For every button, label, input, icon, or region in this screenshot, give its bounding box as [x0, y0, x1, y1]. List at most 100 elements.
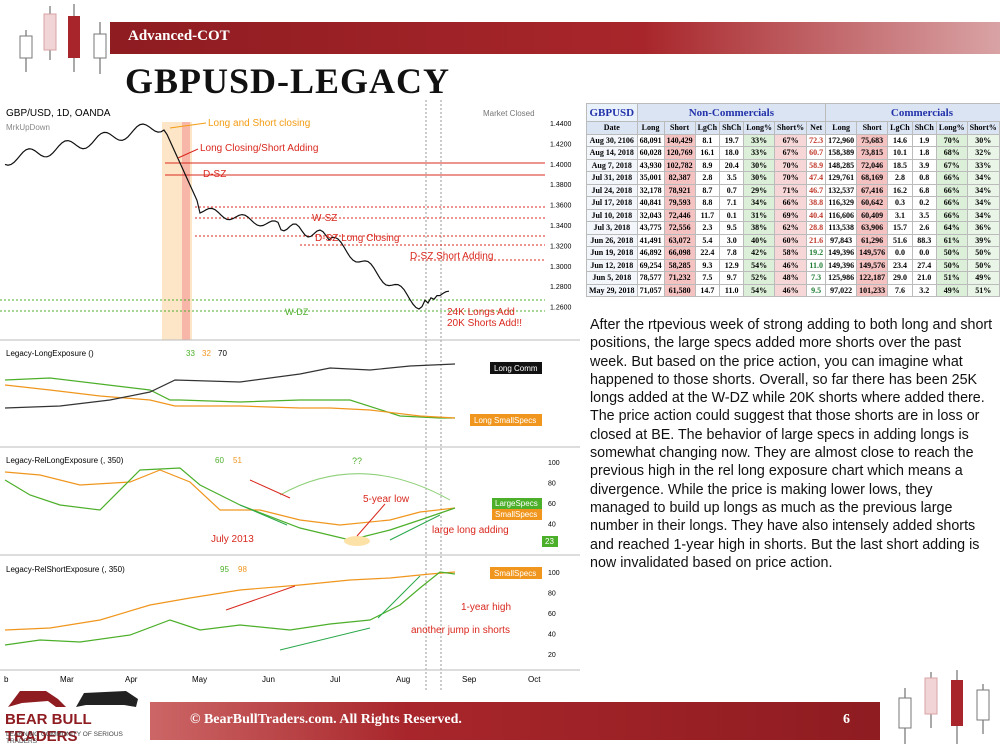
col-header: Long% [935, 121, 968, 135]
table-row: Jun 19, 2018 46,892 66,098 22.4 7.8 42% 58% 19.… [586, 246, 1000, 260]
copyright: © BearBullTraders.com. All Rights Reserv… [190, 712, 462, 727]
ann-long-short-closing: Long and Short closing [208, 118, 310, 129]
panel-tick: 100 [548, 460, 560, 467]
svg-text:23: 23 [545, 537, 554, 546]
ann-large-long-adding: large long adding [432, 525, 509, 536]
section-label: Advanced-COT [128, 28, 230, 44]
panel-tick: 60 [548, 501, 556, 508]
label-smallspecs: SmallSpecs [495, 510, 537, 519]
page-title: GBPUSD-LEGACY [125, 61, 451, 101]
panel-tick: 80 [548, 481, 556, 488]
price-tick: 1.4000 [550, 162, 572, 169]
label-long-comm: Long Comm [494, 364, 538, 373]
col-header: Short [856, 121, 889, 135]
col-header: Net [806, 121, 827, 135]
page-number: 6 [843, 712, 850, 727]
ann-long-closing-short-adding: Long Closing/Short Adding [200, 143, 318, 154]
month-tick: May [192, 675, 207, 684]
col-header: Short% [966, 121, 1000, 135]
ann-shorts-add: 20K Shorts Add!! [447, 318, 522, 329]
ann-dsz: D-SZ [203, 169, 226, 180]
price-tick: 1.3600 [550, 203, 572, 210]
section-header-bar: Advanced-COT [110, 22, 1000, 54]
ann-july-2013: July 2013 [211, 534, 254, 545]
svg-text:70: 70 [218, 349, 227, 358]
ann-1-year-high: 1-year high [461, 602, 511, 613]
label-smallspecs-short: SmallSpecs [494, 569, 536, 578]
table-row: Jun 26, 2018 41,491 63,072 5.4 3.0 40% 60% 21.6… [586, 233, 1000, 247]
month-tick: Sep [462, 675, 477, 684]
svg-text:51: 51 [233, 456, 242, 465]
col-header: ShCh [911, 121, 937, 135]
ann-dsz-short-adding: D-SZ Short Adding [410, 251, 493, 262]
ann-longs-add: 24K Longs Add [447, 307, 515, 318]
panel-tick: 100 [548, 570, 560, 577]
table-row: Jun 5, 2018 78,577 71,232 7.5 9.7 52% 48% 7.3 12… [586, 271, 1000, 285]
price-tick: 1.4200 [550, 141, 572, 148]
month-tick: Jun [262, 675, 275, 684]
panel2-title: Legacy-RelLongExposure (, 350) [6, 456, 124, 465]
price-tick: 1.3200 [550, 243, 572, 250]
svg-text:98: 98 [238, 565, 247, 574]
label-long-smallspecs: Long SmallSpecs [474, 416, 536, 425]
candles-decor-bottom [898, 670, 990, 744]
price-axis: 1.4400 1.4200 1.4000 1.3800 1.3600 1.3400 1.32… [550, 121, 572, 312]
footer-bar: © BearBullTraders.com. All Rights Reserv… [150, 702, 880, 740]
chart-symbol: GBP/USD, 1D, OANDA [6, 108, 111, 119]
ann-5-year-low: 5-year low [363, 494, 410, 505]
company-logo: BEAR BULL TRADERS LEARNING COMMUNITY OF … [2, 685, 148, 745]
svg-text:60: 60 [215, 456, 224, 465]
table-row: Aug 7, 2018 43,930 102,782 8.9 20.4 30% 70% 58.… [586, 158, 1000, 172]
table-row: Aug 14, 2018 60,028 120,769 16.1 18.0 33% 67% 6… [586, 146, 1000, 160]
col-header: Short% [774, 121, 808, 135]
svg-text:33: 33 [186, 349, 195, 358]
table-row: Aug 30, 2106 68,091 140,429 8.1 19.7 33% 67% 72… [586, 133, 1000, 147]
table-row: Jul 24, 2018 32,178 78,921 8.7 0.7 29% 71% 46.7… [586, 183, 1000, 197]
panel1-title: Legacy-LongExposure () [6, 349, 94, 358]
svg-text:??: ?? [352, 456, 362, 466]
table-row: Jun 12, 2018 69,254 58,285 9.3 12.9 54% 46% 11.… [586, 258, 1000, 272]
col-header: Long [636, 121, 665, 135]
table-row: Jul 3, 2018 43,775 72,556 2.3 9.5 38% 62% 28.8 1… [586, 221, 1000, 235]
month-tick: Mar [60, 675, 74, 684]
market-status: Market Closed [483, 109, 535, 118]
price-tick: 1.3800 [550, 182, 572, 189]
panel-tick: 40 [548, 632, 556, 639]
table-row: Jul 10, 2018 32,043 72,446 11.7 0.1 31% 69% 40.… [586, 208, 1000, 222]
panel-tick: 40 [548, 522, 556, 529]
month-tick: Oct [528, 675, 541, 684]
ann-another-jump: another jump in shorts [411, 625, 510, 636]
ann-wsz: W-SZ [312, 213, 337, 224]
col-header: ShCh [719, 121, 745, 135]
indicator-label[interactable]: MrkUpDown [6, 123, 50, 132]
svg-text:95: 95 [220, 565, 229, 574]
col-header: Short [663, 121, 696, 135]
price-series [4, 123, 450, 310]
panel-tick: 20 [548, 652, 556, 659]
ann-wdz: W-DZ [285, 307, 309, 317]
price-tick: 1.2600 [550, 305, 572, 312]
commentary-text: After the rtpevious week of strong addin… [590, 317, 993, 571]
month-tick: b [4, 675, 9, 684]
tradingview-chart[interactable]: GBP/USD, 1D, OANDA MrkUpDown Market Clos… [0, 100, 580, 690]
time-axis: b Mar Apr May Jun Jul Aug Sep Oct [4, 675, 541, 684]
table-row: May 29, 2018 71,057 61,580 14.7 11.0 54% 46% 9.… [586, 283, 1000, 297]
table-row: Jul 17, 2018 40,841 79,593 8.8 7.1 34% 66% 38.8… [586, 196, 1000, 210]
price-tick: 1.4400 [550, 121, 572, 128]
col-header: Date [586, 121, 638, 135]
month-tick: Apr [125, 675, 138, 684]
svg-text:32: 32 [202, 349, 211, 358]
candles-decor-top [19, 4, 107, 74]
price-tick: 1.2800 [550, 284, 572, 291]
table-row: Jul 31, 2018 35,001 82,387 2.8 3.5 30% 70% 47.4… [586, 171, 1000, 185]
month-tick: Jul [330, 675, 340, 684]
cot-table: GBPUSD Non-Commercials Commercials Date Lon… [586, 103, 1000, 297]
panel-tick: 60 [548, 611, 556, 618]
panel3-title: Legacy-RelShortExposure (, 350) [6, 565, 125, 574]
panel-tick: 80 [548, 591, 556, 598]
label-largespecs: LargeSpecs [495, 499, 538, 508]
month-tick: Aug [396, 675, 410, 684]
price-tick: 1.3000 [550, 264, 572, 271]
col-header: Long [825, 121, 858, 135]
col-header: Long% [743, 121, 776, 135]
